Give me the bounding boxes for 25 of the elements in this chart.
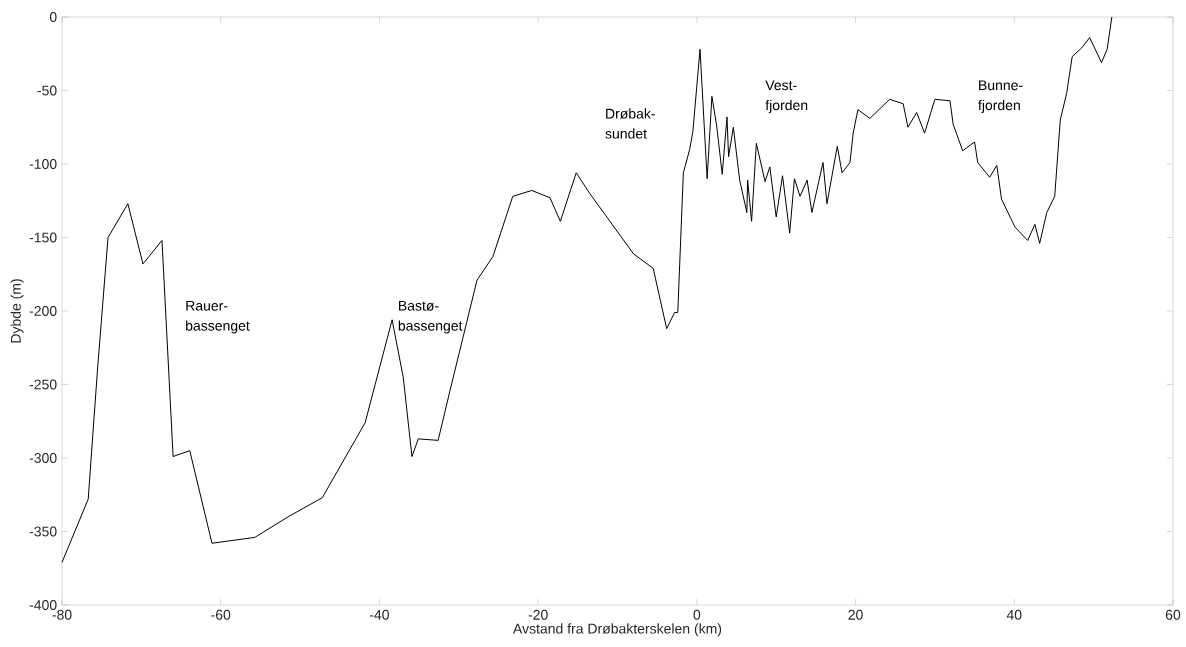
x-tick-label: 60 <box>1165 609 1181 620</box>
y-tick-label: -400 <box>29 600 57 610</box>
y-tick-label: -250 <box>29 379 57 390</box>
y-axis-title: Dybde (m) <box>10 279 24 343</box>
annotation: Bastø- bassenget <box>398 300 463 334</box>
annotation: Vest- fjorden <box>765 80 808 113</box>
x-tick-label: 40 <box>1006 609 1022 620</box>
x-tick-label: -40 <box>369 609 389 620</box>
x-tick-label: 0 <box>693 609 701 620</box>
y-tick-label: -50 <box>37 85 57 96</box>
y-tick-label: -100 <box>29 159 57 169</box>
annotation: Rauer- bassenget <box>186 300 250 334</box>
y-tick-label: -200 <box>29 306 57 316</box>
annotation: Drøbak- sundet <box>605 108 655 139</box>
line-series <box>61 16 1113 563</box>
annotation: Bunne- fjorden <box>978 80 1023 113</box>
x-tick-label: -60 <box>211 609 231 620</box>
y-tick-label: -350 <box>29 526 57 537</box>
y-tick-label: -300 <box>29 453 57 463</box>
x-tick-label: -20 <box>528 609 548 620</box>
x-tick-label: 20 <box>848 609 863 620</box>
x-axis-title: Avstand fra Drøbakterskelen (km) <box>513 623 722 637</box>
x-tick-label: -80 <box>52 609 72 620</box>
y-tick-label: 0 <box>49 12 57 22</box>
y-tick-label: -150 <box>29 232 57 243</box>
